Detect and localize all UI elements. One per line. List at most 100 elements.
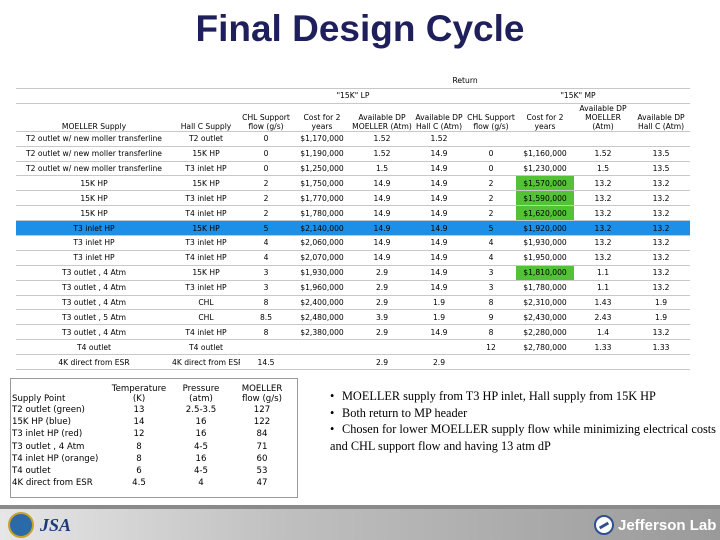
table-cell [292, 354, 352, 371]
column-header: Supply Point [12, 394, 66, 404]
table-cell: 13.2 [574, 205, 632, 222]
table-cell: 3 [240, 280, 292, 296]
table-cell: T3 outlet , 4 Atm [16, 280, 172, 296]
table-cell: T3 inlet HP [16, 220, 172, 237]
supply-point-box [10, 378, 298, 498]
table-cell: 13.2 [632, 324, 691, 341]
table-cell: 16 [195, 417, 207, 428]
table-cell: 12 [466, 339, 516, 356]
table-cell: T2 outlet [172, 131, 240, 147]
table-cell: 16 [195, 429, 207, 440]
table-cell: $2,400,000 [292, 295, 352, 311]
table-cell: 1.4 [574, 324, 632, 341]
table-cell: T4 inlet HP [172, 205, 240, 222]
table-cell: T4 outlet [16, 339, 172, 356]
table-cell: T4 outlet [172, 339, 240, 356]
table-cell: 13.2 [574, 235, 632, 251]
note-item: • Both return to MP header [330, 405, 468, 420]
column-header: Cost for 2 years [292, 103, 352, 132]
table-cell: $1,810,000 [516, 265, 574, 281]
table-cell: T4 outlet [12, 466, 51, 477]
table-cell: 2 [466, 190, 516, 207]
table-row: T2 outlet w/ new moller transferline T3 i… [16, 161, 691, 177]
table-cell: 8 [240, 324, 292, 341]
table-row: 4K direct from ESR 4K direct from ESR 14.5… [16, 354, 691, 371]
column-header: Available DP Hall C (Atm) [412, 103, 466, 132]
table-cell: 2 [240, 205, 292, 222]
table-cell: 2.9 [352, 295, 412, 311]
table-cell: 1.43 [574, 295, 632, 311]
table-cell: T3 inlet HP [16, 235, 172, 251]
table-cell: 14.9 [412, 220, 466, 237]
table-cell: $2,140,000 [292, 220, 352, 237]
table-cell: 4 [240, 250, 292, 266]
lp-header: "15K" LP [240, 88, 466, 104]
table-row: T4 outlet 6 4-5 53 [12, 465, 292, 477]
table-cell: 6 [136, 466, 142, 477]
table-cell [632, 354, 691, 371]
table-cell: 4-5 [193, 441, 209, 452]
table-cell: 1.33 [632, 339, 691, 356]
table-cell: $2,070,000 [292, 250, 352, 266]
table-cell: 13.2 [574, 190, 632, 207]
table-cell [574, 131, 632, 147]
table-cell: 12 [133, 429, 145, 440]
jsa-logo: JSA [40, 515, 72, 535]
table-cell: 14.9 [352, 235, 412, 251]
table-cell: 15K HP [16, 205, 172, 222]
table-cell: 15K HP [172, 175, 240, 192]
table-cell: 14.9 [352, 190, 412, 207]
table-cell: 2.9 [412, 354, 466, 371]
table-cell: T3 inlet HP [172, 190, 240, 207]
table-cell: $2,060,000 [292, 235, 352, 251]
table-cell: 2 [240, 190, 292, 207]
table-cell: 13.5 [632, 146, 691, 162]
table-cell: T3 outlet , 5 Atm [16, 309, 172, 326]
column-header: Available DP MOELLER (Atm) [352, 103, 412, 132]
table-cell: 8.5 [240, 309, 292, 326]
table-cell: 8 [136, 441, 142, 452]
table-cell: 15K HP (blue) [12, 417, 71, 428]
table-cell: $2,430,000 [516, 309, 574, 326]
table-cell: T4 inlet HP [172, 250, 240, 266]
table-cell: 2.9 [352, 265, 412, 281]
mp-header: "15K" MP [466, 88, 691, 104]
table-cell: 4 [466, 235, 516, 251]
table-cell: T3 inlet HP [16, 250, 172, 266]
table-cell: 71 [256, 441, 268, 452]
table-cell: $1,920,000 [516, 220, 574, 237]
table-cell: 13.2 [632, 220, 691, 237]
table-cell: 9 [466, 309, 516, 326]
table-cell: 13.2 [632, 250, 691, 266]
table-cell: $1,780,000 [292, 205, 352, 222]
table-cell: 0 [466, 146, 516, 162]
table-cell: 2.9 [352, 324, 412, 341]
table-row: T3 outlet , 4 Atm 15K HP 3 $1,930,000 2.9 14.… [16, 265, 691, 281]
table-cell: 14.5 [240, 354, 292, 371]
column-header: MOELLER flow (g/s) [241, 384, 283, 404]
table-cell: 1.1 [574, 280, 632, 296]
table-cell: 14.9 [352, 205, 412, 222]
table-cell: T3 inlet HP (red) [12, 429, 83, 440]
table-cell: $1,620,000 [516, 205, 574, 222]
table-cell: 4.5 [132, 478, 146, 489]
table-cell: 84 [256, 429, 268, 440]
table-cell: 14.9 [412, 175, 466, 192]
table-cell: 14.9 [352, 175, 412, 192]
return-header: Return [240, 74, 691, 89]
table-cell [412, 339, 466, 356]
table-cell: 0 [466, 161, 516, 177]
footer-divider [0, 505, 720, 509]
table-row: T3 inlet HP (red) 12 16 84 [12, 428, 292, 440]
table-cell: 1.9 [412, 295, 466, 311]
table-cell [632, 131, 691, 147]
note-item: • MOELLER supply from T3 HP inlet, Hall s… [330, 389, 656, 403]
table-cell: 2 [466, 175, 516, 192]
table-cell: T4 inlet HP [172, 324, 240, 341]
table-cell: $2,480,000 [292, 309, 352, 326]
table-row: T4 outlet T4 outlet 12 $2,780,000 1.33 1.33 [16, 339, 691, 356]
table-cell: 13.2 [632, 205, 691, 222]
table-cell: 0 [240, 131, 292, 147]
table-cell: 13.2 [632, 235, 691, 251]
table-cell: $1,570,000 [516, 175, 574, 192]
